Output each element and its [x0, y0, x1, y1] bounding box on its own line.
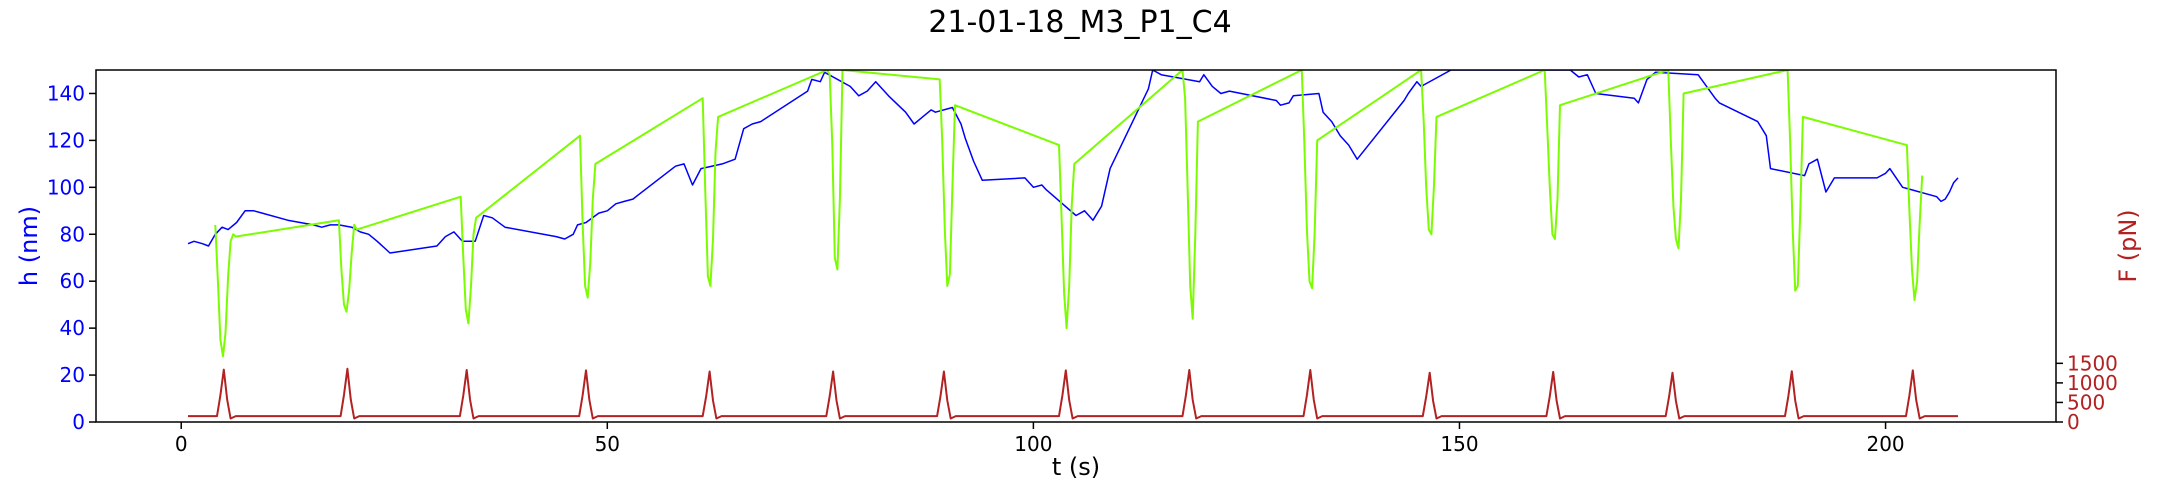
y-left-tick-label: 60 — [60, 269, 85, 293]
y-left-tick-label: 20 — [60, 363, 85, 387]
y-left-tick-label: 40 — [60, 316, 85, 340]
x-axis: 0 50 100 150 200 — [175, 422, 1905, 456]
axes-frame — [95, 69, 2057, 423]
chart-title: 21-01-18_M3_P1_C4 — [928, 5, 1231, 40]
x-tick-label: 50 — [595, 432, 620, 456]
plot-area — [187, 70, 1959, 420]
y-left-tick-label: 0 — [72, 410, 85, 434]
series-line-2 — [188, 367, 1958, 420]
x-tick-label: 200 — [1866, 432, 1904, 456]
series-line-1 — [214, 70, 1924, 358]
y-axis-right-label: F (pN) — [2114, 209, 2142, 282]
x-axis-label: t (s) — [1052, 453, 1100, 481]
y-right-tick-label: 500 — [2067, 390, 2105, 414]
x-tick-label: 100 — [1014, 432, 1052, 456]
x-tick-label: 0 — [175, 432, 188, 456]
y-right-tick-label: 0 — [2067, 410, 2080, 434]
x-tick-label: 150 — [1440, 432, 1478, 456]
y-right-tick-label: 1500 — [2067, 351, 2118, 375]
series-line-0 — [187, 70, 1959, 254]
y-axis-left-label: h (nm) — [15, 206, 43, 286]
y-left-tick-label: 140 — [47, 81, 85, 105]
y-left-tick-label: 100 — [47, 175, 85, 199]
y-axis-left: 0 20 40 60 80 100 120 140 — [47, 81, 96, 434]
y-right-tick-label: 1000 — [2067, 371, 2118, 395]
y-left-tick-label: 120 — [47, 128, 85, 152]
y-left-tick-label: 80 — [60, 222, 85, 246]
